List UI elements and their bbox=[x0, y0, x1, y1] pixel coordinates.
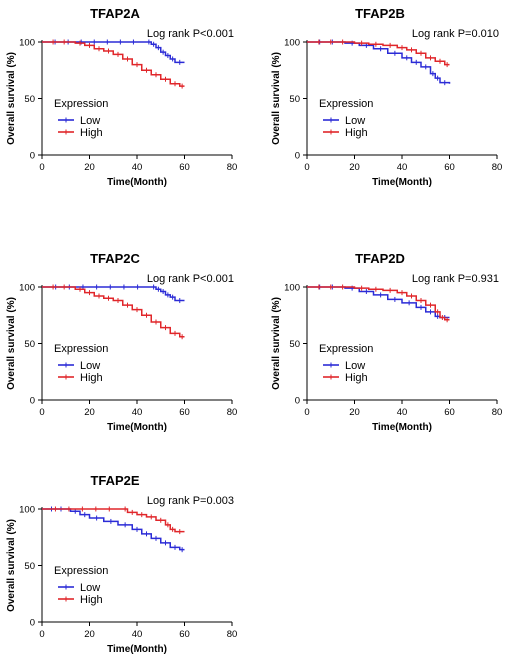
km-panel-tfap2d: TFAP2D Log rank P=0.931 0 20 40 60 80 0 50 100 Tim… bbox=[271, 251, 502, 433]
km-panel-tfap2e: TFAP2E Log rank P=0.003 0 20 40 60 80 0 50 100 Tim… bbox=[6, 473, 237, 655]
x-tick-label: 0 bbox=[39, 162, 44, 173]
x-tick-label: 80 bbox=[227, 629, 238, 640]
x-tick-label: 0 bbox=[39, 629, 44, 640]
legend-title: Expression bbox=[319, 98, 373, 110]
y-tick-label: 100 bbox=[19, 38, 35, 49]
y-axis-label: Overall survival (%) bbox=[6, 297, 17, 390]
x-tick-label: 80 bbox=[492, 162, 503, 173]
x-tick-label: 60 bbox=[444, 162, 455, 173]
survival-curve-low bbox=[42, 508, 185, 551]
y-tick-label: 100 bbox=[19, 505, 35, 516]
y-tick-label: 0 bbox=[295, 151, 300, 162]
x-tick-label: 60 bbox=[179, 629, 190, 640]
log-rank-annotation: Log rank P<0.001 bbox=[147, 273, 234, 285]
legend-label-high: High bbox=[345, 127, 368, 139]
x-axis-label: Time(Month) bbox=[107, 422, 167, 433]
x-axis-label: Time(Month) bbox=[107, 177, 167, 188]
panel-title: TFAP2E bbox=[90, 473, 139, 488]
panel-title: TFAP2D bbox=[355, 251, 405, 266]
log-rank-annotation: Log rank P=0.010 bbox=[412, 28, 499, 40]
y-tick-label: 50 bbox=[24, 94, 35, 105]
y-axis-label: Overall survival (%) bbox=[6, 519, 17, 612]
x-tick-label: 40 bbox=[397, 407, 408, 418]
x-tick-label: 80 bbox=[227, 407, 238, 418]
x-tick-label: 20 bbox=[349, 407, 360, 418]
legend-label-low: Low bbox=[80, 360, 100, 372]
y-tick-label: 0 bbox=[295, 396, 300, 407]
log-rank-annotation: Log rank P<0.001 bbox=[147, 28, 234, 40]
legend-label-low: Low bbox=[80, 582, 100, 594]
legend-label-low: Low bbox=[345, 115, 365, 127]
y-tick-label: 100 bbox=[284, 283, 300, 294]
survival-curve-low bbox=[307, 41, 451, 84]
km-panel-tfap2b: TFAP2B Log rank P=0.010 0 20 40 60 80 0 50 100 Tim… bbox=[271, 6, 502, 188]
x-tick-label: 60 bbox=[179, 407, 190, 418]
panel-title: TFAP2B bbox=[355, 6, 405, 21]
y-tick-label: 100 bbox=[284, 38, 300, 49]
survival-curve-high bbox=[42, 41, 185, 87]
x-tick-label: 40 bbox=[132, 407, 143, 418]
y-tick-label: 50 bbox=[289, 339, 300, 350]
survival-curve-low bbox=[42, 41, 185, 64]
survival-curve-high bbox=[307, 41, 450, 66]
y-tick-label: 100 bbox=[19, 283, 35, 294]
legend-title: Expression bbox=[54, 565, 108, 577]
x-tick-label: 0 bbox=[304, 162, 309, 173]
x-tick-label: 20 bbox=[84, 407, 95, 418]
survival-curve-low bbox=[42, 286, 185, 302]
y-axis-label: Overall survival (%) bbox=[271, 297, 282, 390]
survival-curve-high bbox=[42, 508, 185, 533]
panel-title: TFAP2C bbox=[90, 251, 140, 266]
y-axis-label: Overall survival (%) bbox=[271, 52, 282, 145]
x-tick-label: 60 bbox=[179, 162, 190, 173]
y-tick-label: 0 bbox=[30, 151, 35, 162]
x-tick-label: 60 bbox=[444, 407, 455, 418]
survival-curve-high bbox=[307, 286, 450, 321]
y-tick-label: 50 bbox=[24, 561, 35, 572]
x-tick-label: 40 bbox=[132, 629, 143, 640]
legend-label-high: High bbox=[80, 372, 103, 384]
survival-curve-low bbox=[307, 286, 450, 319]
x-tick-label: 0 bbox=[304, 407, 309, 418]
x-tick-label: 20 bbox=[84, 162, 95, 173]
y-tick-label: 50 bbox=[289, 94, 300, 105]
legend-label-low: Low bbox=[80, 115, 100, 127]
y-tick-label: 0 bbox=[30, 396, 35, 407]
y-tick-label: 0 bbox=[30, 618, 35, 629]
y-axis-label: Overall survival (%) bbox=[6, 52, 17, 145]
legend-label-high: High bbox=[80, 594, 103, 606]
km-panel-tfap2c: TFAP2C Log rank P<0.001 0 20 40 60 80 0 50 100 Tim… bbox=[6, 251, 237, 433]
log-rank-annotation: Log rank P=0.931 bbox=[412, 273, 499, 285]
km-panel-tfap2a: TFAP2A Log rank P<0.001 0 20 40 60 80 0 50 100 Tim… bbox=[6, 6, 237, 188]
x-tick-label: 20 bbox=[349, 162, 360, 173]
x-axis-label: Time(Month) bbox=[372, 422, 432, 433]
log-rank-annotation: Log rank P=0.003 bbox=[147, 495, 234, 507]
x-axis-label: Time(Month) bbox=[107, 644, 167, 655]
legend-title: Expression bbox=[319, 343, 373, 355]
legend-label-high: High bbox=[345, 372, 368, 384]
x-tick-label: 0 bbox=[39, 407, 44, 418]
legend-label-low: Low bbox=[345, 360, 365, 372]
survival-curve-high bbox=[42, 286, 185, 338]
panel-title: TFAP2A bbox=[90, 6, 140, 21]
x-tick-label: 40 bbox=[132, 162, 143, 173]
legend-title: Expression bbox=[54, 343, 108, 355]
x-axis-label: Time(Month) bbox=[372, 177, 432, 188]
legend-title: Expression bbox=[54, 98, 108, 110]
y-tick-label: 50 bbox=[24, 339, 35, 350]
x-tick-label: 80 bbox=[227, 162, 238, 173]
x-tick-label: 20 bbox=[84, 629, 95, 640]
legend-label-high: High bbox=[80, 127, 103, 139]
x-tick-label: 40 bbox=[397, 162, 408, 173]
x-tick-label: 80 bbox=[492, 407, 503, 418]
